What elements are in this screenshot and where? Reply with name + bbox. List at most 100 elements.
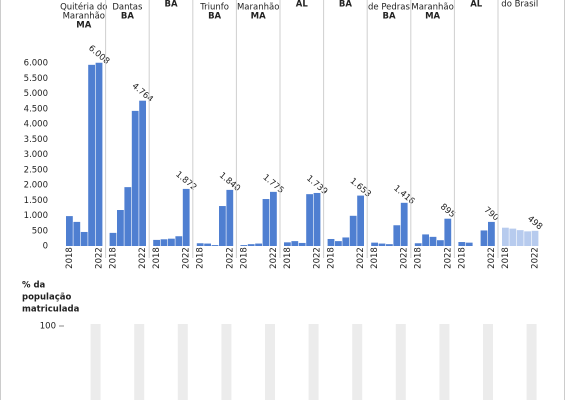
- x-tick-label: 2022: [313, 247, 323, 269]
- bar: [175, 236, 183, 246]
- bar: [182, 188, 190, 246]
- placeholder-column: [395, 324, 406, 400]
- bar: [255, 243, 262, 246]
- x-tick-label: 2018: [327, 247, 337, 269]
- bar: [488, 221, 495, 246]
- placeholder-column: [483, 324, 493, 400]
- placeholder-column: [308, 324, 319, 400]
- x-tick-label: 2022: [269, 247, 279, 269]
- bar: [284, 242, 291, 246]
- x-tick-label: 2022: [531, 247, 541, 269]
- bar: [196, 243, 204, 246]
- x-tick-label: 2018: [414, 247, 424, 269]
- bar: [465, 242, 473, 246]
- bar: [226, 189, 234, 246]
- bar: [160, 239, 168, 246]
- bar: [247, 244, 255, 246]
- bar: [422, 234, 429, 246]
- panel-title: Maranhão: [411, 3, 453, 13]
- x-tick-label: 2022: [356, 247, 366, 269]
- state-label: BA: [339, 0, 352, 10]
- panel-title: do Brasil: [501, 0, 538, 10]
- bar: [298, 242, 306, 246]
- bar: [66, 216, 73, 246]
- bar: [313, 192, 321, 246]
- state-label: MA: [251, 12, 266, 22]
- y-tick-label: 500: [32, 226, 48, 236]
- x-tick-label: 2018: [370, 247, 380, 269]
- y-tick-label: 3.500: [24, 135, 48, 145]
- placeholder-column: [177, 324, 188, 400]
- x-tick-label: 2022: [138, 247, 148, 269]
- bar: [109, 232, 117, 246]
- x-tick-label: 2018: [501, 247, 511, 269]
- bar: [349, 215, 357, 246]
- x-tick-label: 2022: [95, 247, 105, 269]
- state-label: BA: [382, 12, 395, 22]
- bar: [509, 228, 517, 246]
- y-tick-label: 1.000: [24, 211, 48, 221]
- bar: [378, 243, 386, 246]
- x-tick-label: 2022: [182, 247, 192, 269]
- panel-title: Quitéria do: [60, 2, 107, 13]
- x-tick-label: 2022: [400, 247, 410, 269]
- bar: [211, 245, 219, 246]
- bar: [480, 230, 488, 246]
- x-tick-label: 2022: [225, 247, 235, 269]
- bar: [124, 187, 132, 246]
- bar: [262, 199, 270, 246]
- state-label: BA: [164, 0, 177, 10]
- bar: [153, 239, 160, 246]
- bar: [414, 243, 422, 246]
- placeholder-column: [265, 324, 275, 400]
- y-tick-label: 2.000: [24, 181, 48, 191]
- panel-title: Triunfo: [199, 3, 229, 13]
- bar: [88, 64, 95, 246]
- panel-title: de Pedras: [368, 3, 410, 13]
- x-tick-label: 2022: [443, 247, 453, 269]
- bar: [306, 194, 313, 246]
- x-tick-label: 2018: [109, 247, 119, 269]
- x-tick-label: 2018: [65, 247, 75, 269]
- bar: [80, 231, 88, 246]
- bar: [393, 225, 401, 246]
- placeholder-column: [439, 324, 450, 400]
- bar: [219, 206, 226, 246]
- panel-title: Dantas: [112, 3, 143, 13]
- bar: [168, 238, 175, 246]
- placeholder-column: [134, 324, 145, 400]
- state-label: BA: [121, 12, 134, 22]
- bar: [458, 242, 466, 246]
- y-tick-label: 100: [40, 322, 56, 332]
- y-tick-label: 4.500: [24, 104, 48, 114]
- placeholder-column: [221, 324, 232, 400]
- y-tick-label: 5.500: [24, 74, 48, 84]
- y-tick-label: 5.000: [24, 89, 48, 99]
- bar: [429, 236, 437, 246]
- y-axis-title: matriculada: [22, 305, 80, 315]
- placeholder-column: [352, 324, 363, 400]
- bar: [502, 227, 509, 246]
- y-axis-title: população: [22, 293, 71, 303]
- state-label: BA: [208, 12, 221, 22]
- bar: [357, 195, 364, 246]
- bar: [291, 241, 299, 246]
- bar: [386, 244, 393, 246]
- y-axis-title: % da: [22, 281, 46, 291]
- bar: [204, 243, 211, 246]
- bar: [131, 110, 139, 246]
- bar: [444, 218, 452, 246]
- panel-title: Maranhão: [63, 12, 105, 22]
- y-tick-label: 6.000: [24, 59, 48, 69]
- bar: [117, 210, 124, 246]
- bar: [531, 230, 539, 246]
- y-tick-label: 4.000: [24, 120, 48, 130]
- x-tick-label: 2018: [457, 247, 467, 269]
- bar: [335, 241, 342, 246]
- x-tick-label: 2018: [283, 247, 293, 269]
- state-label: AL: [470, 0, 483, 10]
- y-tick-label: 3.000: [24, 150, 48, 160]
- bar: [95, 62, 103, 247]
